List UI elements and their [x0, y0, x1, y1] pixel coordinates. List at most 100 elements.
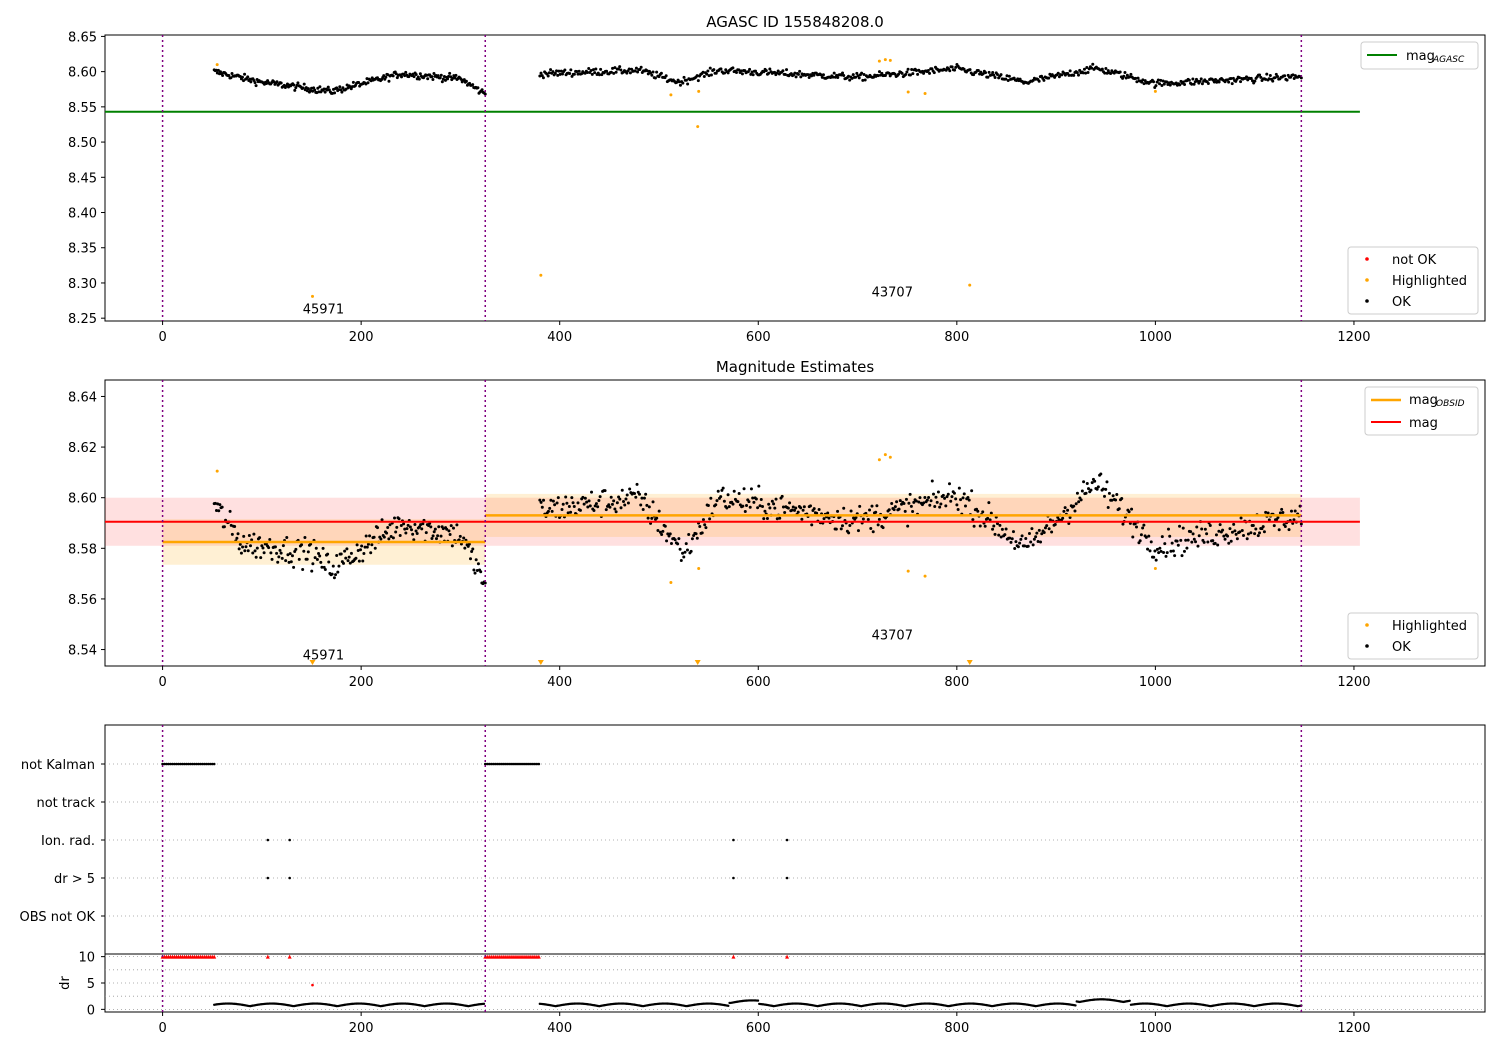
- ok-point: [875, 504, 879, 508]
- ok-point: [1123, 71, 1127, 75]
- ok-point: [1114, 498, 1118, 502]
- ok-point: [922, 501, 926, 505]
- ok-point: [583, 496, 587, 500]
- ok-point: [1165, 80, 1169, 84]
- ok-point: [345, 547, 349, 551]
- ok-point: [335, 86, 339, 90]
- ok-point: [1112, 71, 1116, 75]
- ok-point: [1211, 539, 1215, 543]
- ok-point: [218, 503, 222, 507]
- ok-point: [1142, 523, 1146, 527]
- ok-point: [1182, 549, 1186, 553]
- ok-point: [593, 504, 597, 508]
- ok-point: [708, 517, 712, 521]
- ok-point: [612, 71, 616, 75]
- ok-point: [1082, 480, 1086, 484]
- ok-point: [336, 570, 340, 574]
- ok-point: [802, 505, 806, 509]
- x-tick-label: 600: [746, 330, 771, 345]
- ok-point: [1186, 538, 1190, 542]
- ok-point: [1265, 72, 1269, 76]
- ok-point: [978, 524, 982, 528]
- ok-point: [550, 509, 554, 513]
- ok-point: [723, 71, 727, 75]
- flag-point: [191, 762, 194, 766]
- highlighted-point: [923, 574, 927, 578]
- ok-point: [326, 552, 330, 556]
- ok-point: [961, 496, 965, 500]
- ok-point: [831, 75, 835, 79]
- ok-point: [999, 73, 1003, 77]
- ok-point: [836, 75, 840, 79]
- ok-point: [1081, 71, 1085, 75]
- ok-point: [1053, 522, 1057, 526]
- ok-point: [1159, 549, 1163, 553]
- ok-point: [1026, 544, 1030, 548]
- ok-point: [659, 71, 663, 75]
- ok-point: [650, 516, 654, 520]
- ok-point: [1217, 529, 1221, 533]
- ok-point: [1124, 76, 1128, 80]
- ok-point: [1162, 82, 1166, 86]
- ok-point: [1214, 533, 1218, 537]
- ok-point: [773, 70, 777, 74]
- ok-point: [566, 511, 570, 515]
- ok-point: [877, 517, 881, 521]
- ok-point: [412, 75, 416, 79]
- ok-point: [653, 76, 657, 80]
- ok-point: [619, 68, 623, 72]
- flag-point: [531, 762, 535, 766]
- flag-point: [195, 762, 198, 766]
- ok-point: [333, 91, 337, 95]
- ok-point: [850, 76, 854, 80]
- flag-point: [200, 762, 204, 766]
- ok-point: [343, 549, 347, 553]
- ok-point: [1174, 81, 1178, 85]
- ok-point: [851, 73, 855, 77]
- ok-point: [436, 74, 440, 78]
- ok-point: [866, 517, 870, 521]
- ok-point: [781, 69, 785, 73]
- ok-point: [986, 516, 990, 520]
- ok-point: [877, 70, 881, 74]
- ok-point: [614, 510, 618, 514]
- ok-point: [1128, 75, 1132, 79]
- obsid-annotation: 45971: [303, 302, 344, 317]
- ok-point: [742, 487, 746, 491]
- ok-point: [250, 538, 254, 542]
- ok-point: [577, 69, 581, 73]
- ok-point: [719, 67, 723, 71]
- ok-point: [788, 501, 792, 505]
- ok-point: [1138, 539, 1142, 543]
- ok-point: [323, 90, 327, 94]
- dr-point: [727, 1004, 730, 1008]
- ok-point: [854, 516, 858, 520]
- ok-point: [897, 72, 901, 76]
- ok-point: [446, 77, 450, 81]
- ok-point: [876, 523, 880, 527]
- ok-point: [432, 72, 436, 76]
- ok-point: [681, 551, 685, 555]
- ok-point: [721, 486, 725, 490]
- ok-point: [331, 564, 335, 568]
- ok-point: [906, 67, 910, 71]
- ok-point: [944, 504, 948, 508]
- ok-point: [414, 529, 418, 533]
- ok-point: [238, 542, 242, 546]
- ok-point: [483, 92, 487, 96]
- flag-point: [499, 762, 503, 766]
- flag-point: [208, 762, 212, 766]
- ok-point: [1293, 509, 1297, 513]
- ok-point: [613, 66, 617, 70]
- ok-point: [1289, 509, 1293, 513]
- ok-point: [897, 507, 901, 511]
- ok-point: [618, 497, 622, 501]
- highlighted-point: [697, 89, 701, 93]
- ok-point: [862, 72, 866, 76]
- ok-point: [572, 72, 576, 76]
- ok-point: [722, 499, 726, 503]
- ok-point: [609, 70, 613, 74]
- ok-point: [1166, 527, 1170, 531]
- ok-point: [1227, 541, 1231, 545]
- legend-label: Highlighted: [1392, 274, 1467, 289]
